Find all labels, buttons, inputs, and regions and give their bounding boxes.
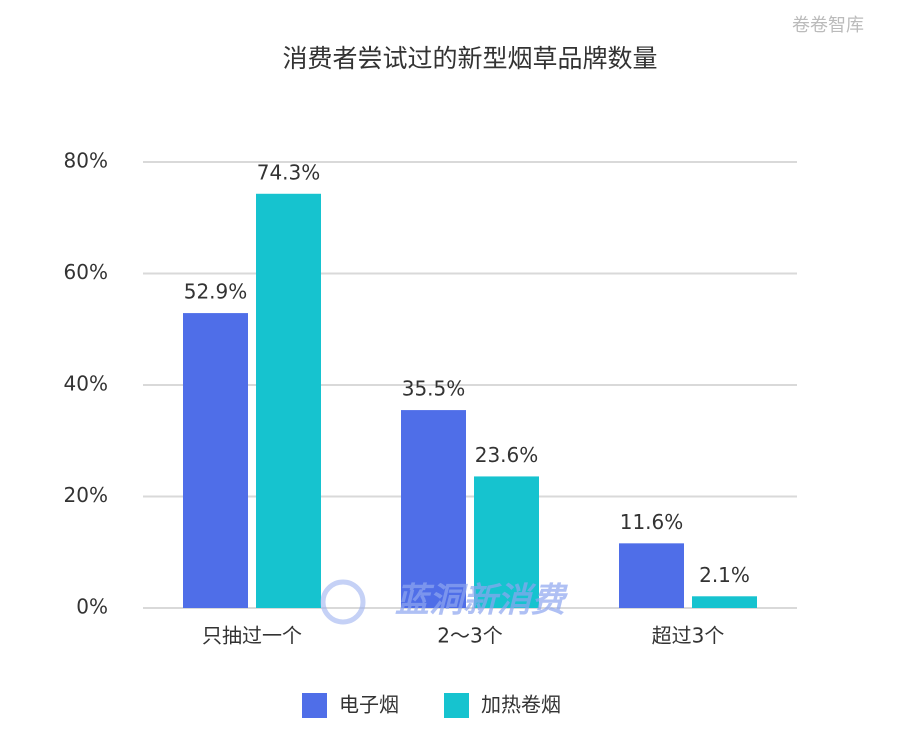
- legend-label: 加热卷烟: [481, 693, 561, 717]
- bar: [401, 410, 466, 608]
- y-tick-label: 20%: [64, 483, 108, 507]
- legend-label: 电子烟: [339, 693, 399, 717]
- legend-swatch: [444, 693, 469, 718]
- bar: [183, 313, 248, 608]
- value-label: 23.6%: [475, 443, 539, 467]
- watermark-logo: [320, 579, 366, 625]
- watermark: 卷卷智库: [792, 15, 864, 36]
- bar: [474, 476, 539, 608]
- x-tick-label: 只抽过一个: [202, 624, 302, 648]
- legend-swatch: [302, 693, 327, 718]
- y-tick-label: 60%: [64, 260, 108, 284]
- x-tick-label: 超过3个: [652, 624, 725, 648]
- y-tick-label: 0%: [76, 595, 108, 619]
- value-label: 74.3%: [257, 160, 321, 184]
- watermark: 蓝洞新消费: [395, 581, 568, 621]
- value-label: 35.5%: [402, 377, 466, 401]
- value-label: 2.1%: [699, 563, 750, 587]
- y-tick-label: 80%: [64, 149, 108, 173]
- chart-title: 消费者尝试过的新型烟草品牌数量: [282, 44, 657, 73]
- value-label: 11.6%: [620, 510, 684, 534]
- bar: [619, 543, 684, 608]
- value-label: 52.9%: [184, 280, 248, 304]
- bar: [256, 193, 321, 608]
- bar: [692, 596, 757, 608]
- x-tick-label: 2～3个: [437, 624, 502, 648]
- y-tick-label: 40%: [64, 372, 108, 396]
